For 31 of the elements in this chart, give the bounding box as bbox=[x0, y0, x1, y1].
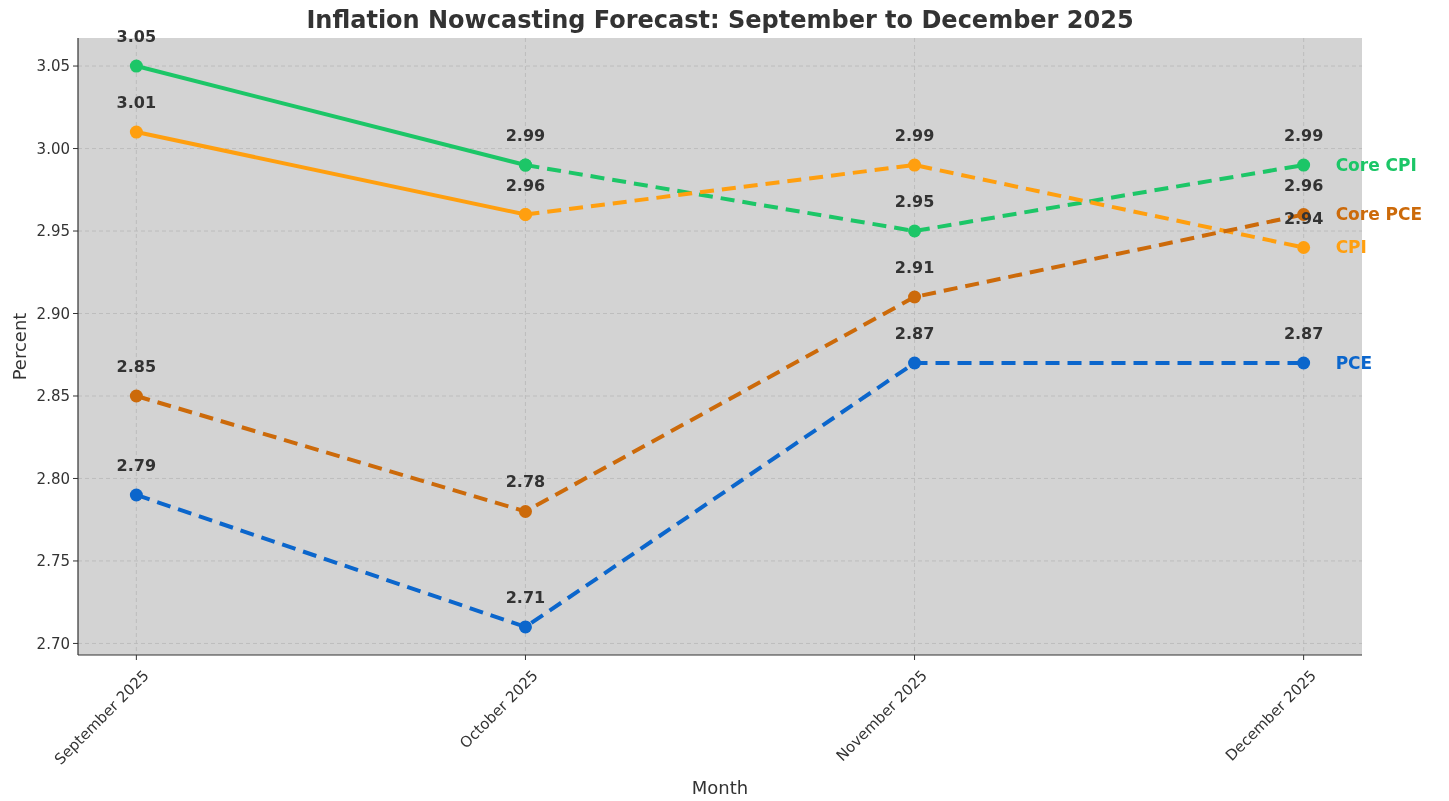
data-label: 2.87 bbox=[894, 324, 935, 343]
data-label: 2.91 bbox=[894, 258, 935, 278]
y-tick-label: 3.05 bbox=[36, 57, 70, 76]
data-label: 2.79 bbox=[116, 455, 157, 475]
data-label: 2.96 bbox=[1283, 175, 1324, 195]
y-tick-label: 2.90 bbox=[36, 304, 70, 323]
data-label: 2.85 bbox=[116, 356, 157, 376]
data-label: 2.99 bbox=[1283, 126, 1324, 146]
y-tick-label: 2.70 bbox=[36, 634, 70, 653]
data-label: 2.87 bbox=[1283, 324, 1324, 343]
x-axis-title: Month bbox=[691, 777, 749, 798]
data-label: 2.96 bbox=[505, 175, 546, 195]
data-label: 3.05 bbox=[116, 27, 157, 47]
chart-title: Inflation Nowcasting Forecast: September to December 2025 bbox=[306, 6, 1134, 34]
data-label: 2.99 bbox=[894, 126, 935, 146]
series-label: CPI bbox=[1335, 237, 1367, 258]
data-label: 2.71 bbox=[505, 587, 546, 607]
data-label: 2.94 bbox=[1283, 208, 1324, 228]
series-label: Core PCE bbox=[1335, 204, 1423, 225]
series-label: PCE bbox=[1335, 352, 1373, 373]
data-label: 2.95 bbox=[894, 192, 935, 212]
data-label: 2.99 bbox=[505, 126, 546, 146]
y-tick-label: 2.95 bbox=[36, 222, 70, 241]
y-tick-label: 2.75 bbox=[36, 552, 70, 571]
data-label: 2.78 bbox=[505, 472, 546, 492]
y-tick-label: 3.00 bbox=[36, 139, 70, 158]
y-tick-label: 2.85 bbox=[36, 387, 70, 406]
data-label: 3.01 bbox=[116, 93, 157, 113]
series-label: Core CPI bbox=[1335, 154, 1417, 175]
y-axis-title: Percent bbox=[9, 312, 30, 381]
y-tick-label: 2.80 bbox=[36, 469, 70, 488]
